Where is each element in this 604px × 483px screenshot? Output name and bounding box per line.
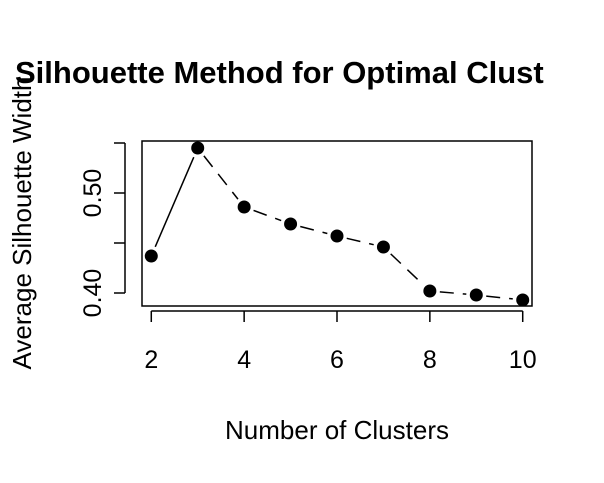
y-tick-label: 0.50: [79, 169, 107, 218]
series-points: [144, 141, 530, 307]
x-tick-label: 6: [330, 346, 344, 374]
chart-title: Silhouette Method for Optimal Clust: [15, 55, 544, 90]
x-tick-label: 4: [237, 346, 251, 374]
y-axis-title: Average Silhouette Width: [7, 77, 37, 370]
x-tick-label: 2: [144, 346, 158, 374]
data-point: [284, 217, 298, 231]
data-point: [516, 293, 530, 307]
series-segment: [346, 237, 374, 246]
series-segment: [253, 209, 282, 222]
plot-box: [141, 140, 533, 307]
series-segment: [390, 253, 424, 285]
data-point: [144, 249, 158, 263]
series-lines: [154, 155, 513, 300]
series-segment: [439, 291, 467, 295]
series-segment: [300, 225, 328, 235]
series-segment: [154, 156, 195, 248]
data-point: [423, 284, 437, 298]
data-point: [237, 200, 251, 214]
x-axis-title: Number of Clusters: [225, 415, 449, 445]
series-segment: [203, 155, 239, 200]
y-tick-label: 0.40: [79, 269, 107, 318]
series-segment: [486, 295, 513, 300]
data-point: [469, 288, 483, 302]
data-point: [376, 240, 390, 254]
x-tick-label: 10: [509, 346, 537, 374]
data-point: [191, 141, 205, 155]
x-tick-label: 8: [423, 346, 437, 374]
axis-ticks: 2 4 6 8 10 0.40 0.50: [79, 142, 537, 374]
data-point: [330, 229, 344, 243]
